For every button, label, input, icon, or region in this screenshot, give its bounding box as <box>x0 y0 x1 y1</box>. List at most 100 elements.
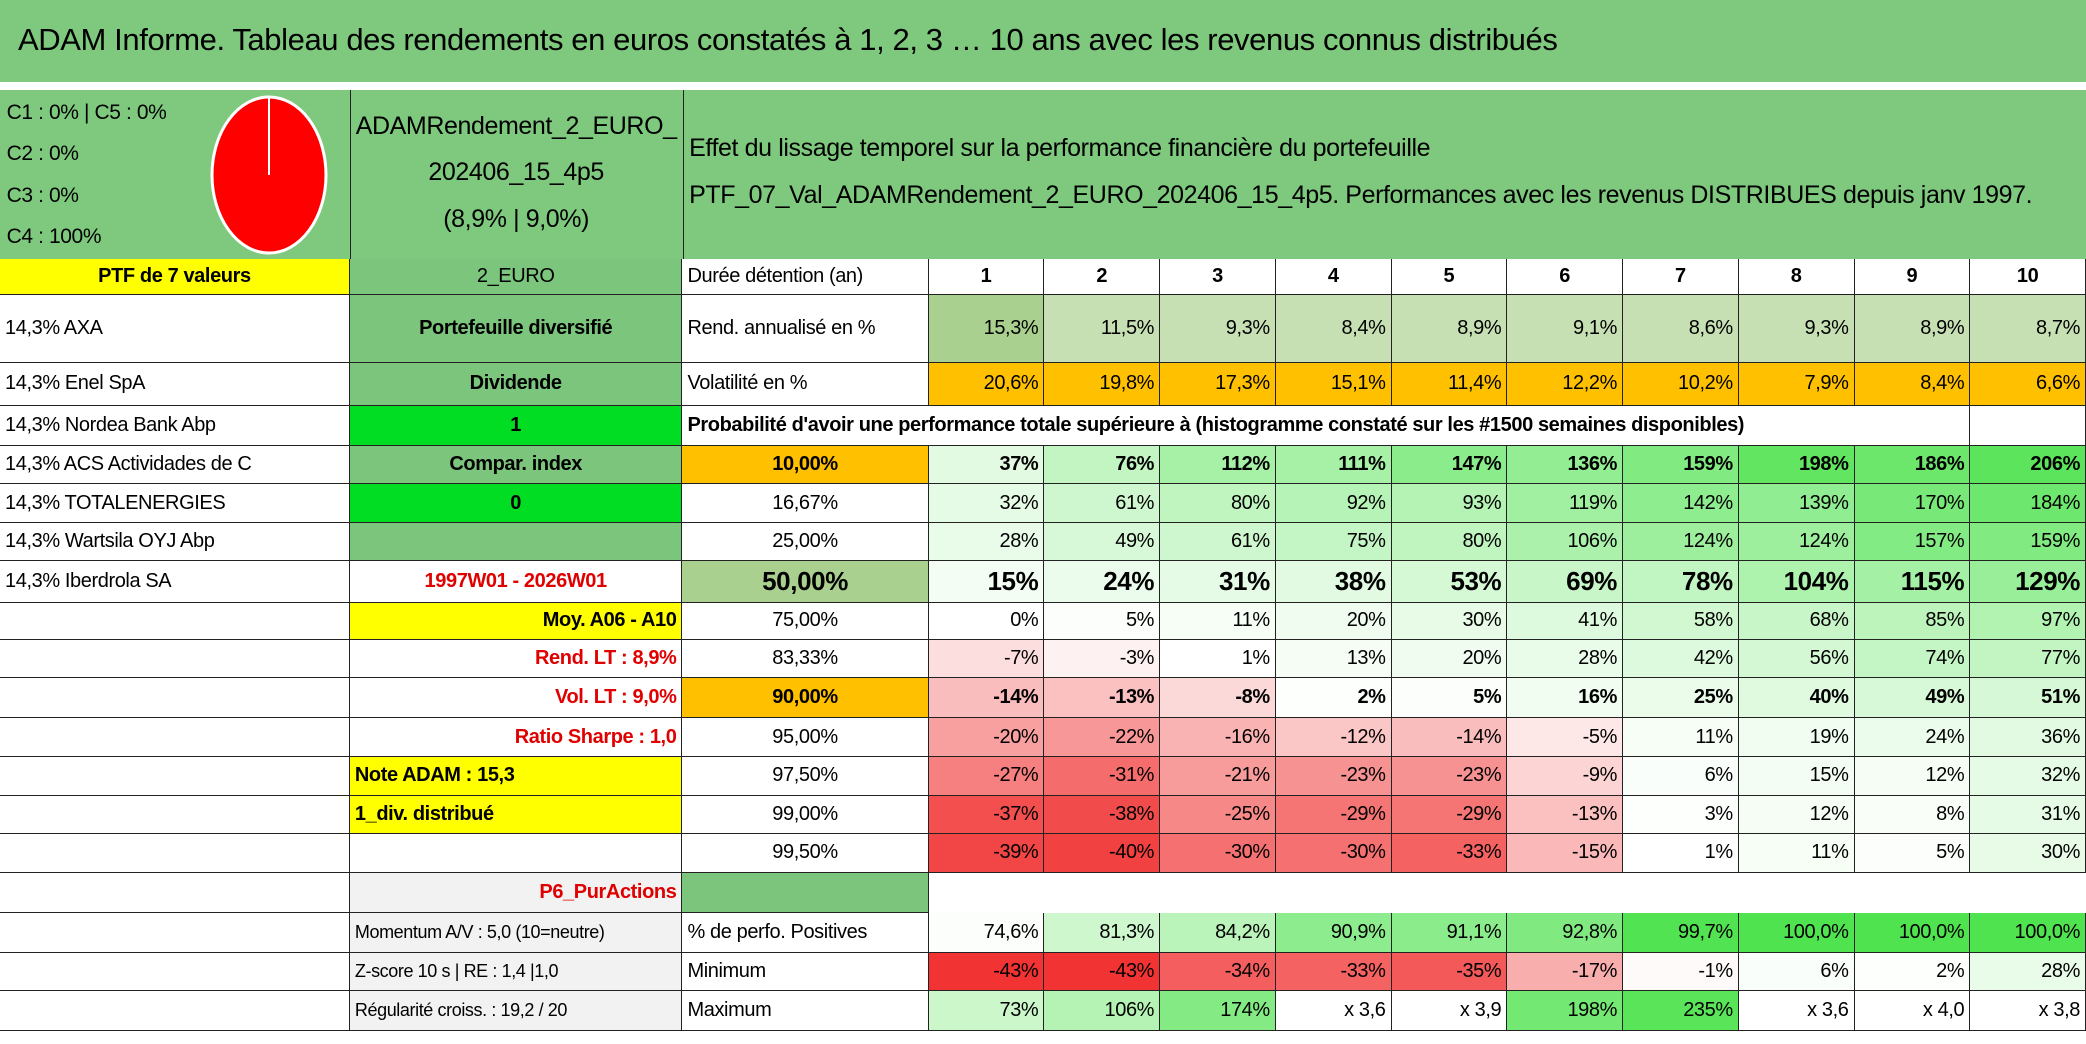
stat-cell: 106% <box>1044 991 1161 1032</box>
stat-cell: 92,8% <box>1507 912 1624 953</box>
horizon: 4 <box>1275 259 1392 296</box>
quantile-cell: -9% <box>1507 756 1624 796</box>
profile-cell: 2_EURO <box>349 259 683 296</box>
quantile-cell: -29% <box>1275 795 1392 835</box>
profile-cell: 0 <box>349 484 683 523</box>
quantile-cell: 49% <box>1044 522 1161 562</box>
quantile-cell: 20% <box>1391 639 1508 679</box>
quantile-cell: 111% <box>1275 445 1392 485</box>
quantile-label: 99,50% <box>682 834 929 873</box>
quantile-cell: 32% <box>928 484 1045 523</box>
stat-cell: 100,0% <box>1738 912 1855 953</box>
profile-cell: Portefeuille diversifié <box>349 295 683 364</box>
quantile-label: 16,67% <box>682 484 929 523</box>
empty-cell <box>1970 405 2086 446</box>
value-cell: 15,3% <box>928 295 1045 364</box>
value-cell: 15,1% <box>1275 363 1392 406</box>
quantile-cell: 42% <box>1623 639 1739 679</box>
quantile-cell: -14% <box>1391 718 1508 757</box>
stat-cell: 90,9% <box>1275 912 1392 953</box>
quantile-cell: 75% <box>1275 522 1392 562</box>
horizon: 7 <box>1623 259 1739 296</box>
quantile-cell: -7% <box>928 639 1045 679</box>
quantile-cell: -13% <box>1044 678 1161 719</box>
value-cell: 19,8% <box>1044 363 1161 406</box>
quantile-cell: -31% <box>1044 756 1161 796</box>
quantile-cell: 136% <box>1507 445 1624 485</box>
stat-cell: x 3,9 <box>1391 991 1508 1032</box>
quantile-cell: 53% <box>1391 561 1508 603</box>
value-cell: 17,3% <box>1160 363 1276 406</box>
quantile-cell: 147% <box>1391 445 1508 485</box>
row-label: Volatilité en % <box>682 363 929 406</box>
stat-cell: 74,6% <box>928 912 1045 953</box>
quantile-cell: 186% <box>1854 445 1971 485</box>
quantile-cell: 206% <box>1970 445 2086 485</box>
value-cell: 9,3% <box>1738 295 1855 364</box>
quantile-cell: -14% <box>928 678 1045 719</box>
quantile-cell: -22% <box>1044 718 1161 757</box>
profile-cell: Rend. LT : 8,9% <box>349 639 683 679</box>
quantile-cell: 1% <box>1623 834 1739 873</box>
quantile-cell: 80% <box>1391 522 1508 562</box>
profile-cell: Régularité croiss. : 19,2 / 20 <box>349 991 683 1032</box>
portfolio-name: (8,9% | 9,0%) <box>443 204 590 233</box>
quantile-cell: -21% <box>1160 756 1276 796</box>
title-bar <box>0 0 2086 82</box>
empty-cell <box>0 991 350 1032</box>
value-cell: 11,5% <box>1044 295 1161 364</box>
quantile-cell: -3% <box>1044 639 1161 679</box>
holding: 14,3% Nordea Bank Abp <box>0 405 350 446</box>
stat-cell: -34% <box>1160 952 1276 992</box>
allocation-label: C4 : 100% <box>6 224 102 248</box>
quantile-cell: 5% <box>1044 602 1161 640</box>
quantile-label: 83,33% <box>682 639 929 679</box>
quantile-cell: 12% <box>1854 756 1971 796</box>
stat-cell: -35% <box>1391 952 1508 992</box>
stat-cell: x 3,6 <box>1738 991 1855 1032</box>
quantile-cell: -12% <box>1275 718 1392 757</box>
empty-cell <box>0 678 350 719</box>
quantile-cell: -27% <box>928 756 1045 796</box>
quantile-cell: 159% <box>1970 522 2086 562</box>
quantile-cell: 157% <box>1854 522 1971 562</box>
value-cell: 6,6% <box>1970 363 2086 406</box>
header-label: Durée détention (an) <box>682 259 929 296</box>
value-cell: 7,9% <box>1738 363 1855 406</box>
quantile-cell: 93% <box>1391 484 1508 523</box>
value-cell: 8,9% <box>1391 295 1508 364</box>
quantile-cell: 30% <box>1970 834 2086 873</box>
quantile-cell: 6% <box>1623 756 1739 796</box>
horizon: 8 <box>1738 259 1855 296</box>
quantile-cell: 25% <box>1623 678 1739 719</box>
description: PTF_07_Val_ADAMRendement_2_EURO_202406_1… <box>689 180 2033 209</box>
empty-cell <box>682 872 929 913</box>
quantile-cell: 28% <box>1507 639 1624 679</box>
profile-cell: 1997W01 - 2026W01 <box>349 561 683 603</box>
stat-cell: 174% <box>1160 991 1276 1032</box>
quantile-cell: -20% <box>928 718 1045 757</box>
title: ADAM Informe. Tableau des rendements en … <box>18 22 1558 57</box>
quantile-cell: 0% <box>928 602 1045 640</box>
quantile-label: 90,00% <box>682 678 929 719</box>
value-cell: 8,4% <box>1854 363 1971 406</box>
stat-cell: x 4,0 <box>1854 991 1971 1032</box>
value-cell: 8,6% <box>1623 295 1739 364</box>
stat-label: Minimum <box>682 952 929 992</box>
holding: 14,3% ACS Actividades de C <box>0 445 350 485</box>
quantile-label: 25,00% <box>682 522 929 562</box>
empty-cell <box>0 872 350 913</box>
quantile-cell: -37% <box>928 795 1045 835</box>
quantile-cell: 112% <box>1160 445 1276 485</box>
quantile-cell: 5% <box>1391 678 1508 719</box>
quantile-cell: -30% <box>1160 834 1276 873</box>
horizon: 2 <box>1044 259 1161 296</box>
stat-cell: -33% <box>1275 952 1392 992</box>
empty-cell <box>0 639 350 679</box>
quantile-cell: 30% <box>1391 602 1508 640</box>
value-cell: 8,9% <box>1854 295 1971 364</box>
portfolio-name: 202406_15_4p5 <box>428 158 604 187</box>
quantile-cell: -8% <box>1160 678 1276 719</box>
stat-cell: 2% <box>1854 952 1971 992</box>
quantile-cell: -30% <box>1275 834 1392 873</box>
